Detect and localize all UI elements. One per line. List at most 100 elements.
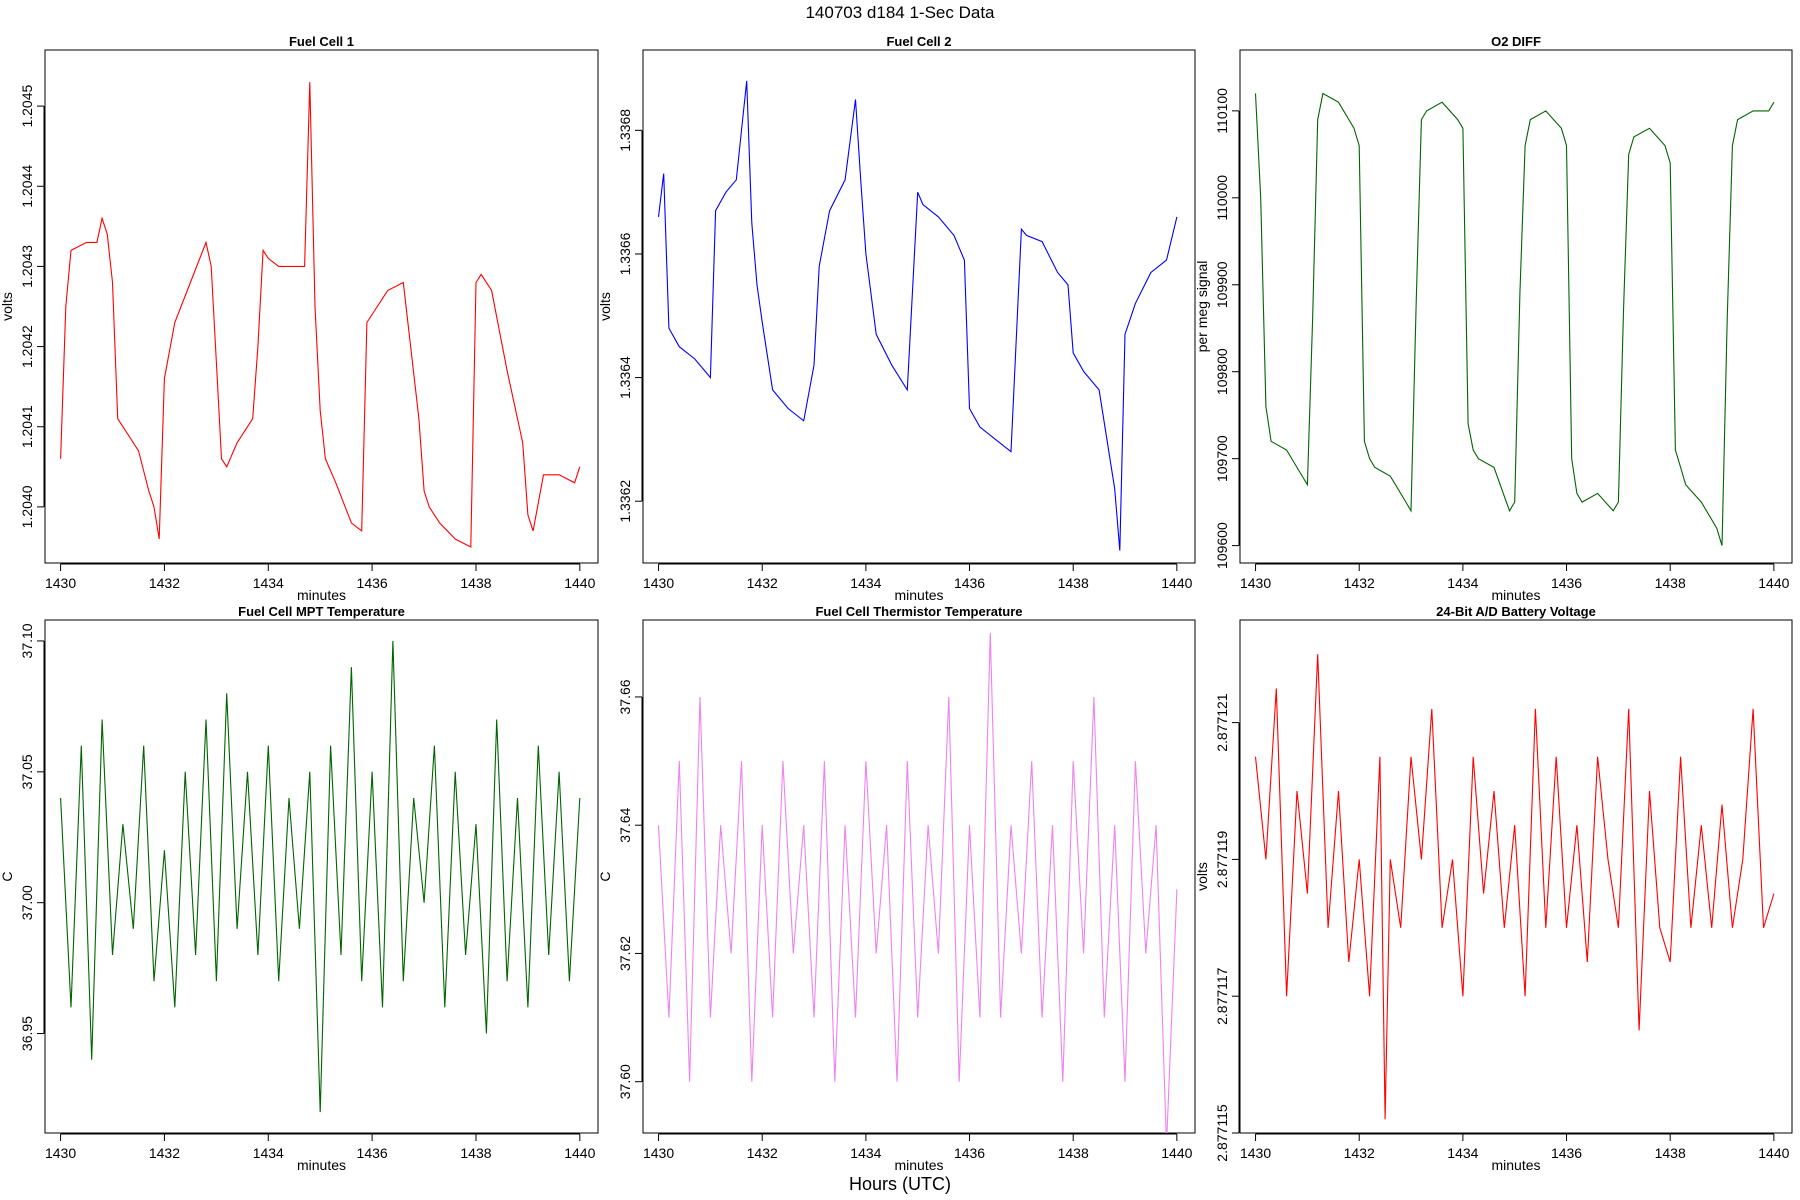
- x-tick-label: 1430: [1240, 1145, 1271, 1161]
- x-tick-label: 1440: [564, 1145, 595, 1161]
- x-tick-label: 1430: [45, 575, 76, 591]
- chart-panel: Fuel Cell Thermistor Temperature 1430 1432…: [597, 604, 1196, 1173]
- chart-title: Fuel Cell MPT Temperature: [238, 604, 405, 619]
- y-axis-label: C: [0, 871, 15, 881]
- y-tick-label: 37.66: [617, 679, 633, 714]
- x-axis-label: minutes: [1491, 1157, 1540, 1173]
- x-tick-label: 1436: [357, 1145, 388, 1161]
- x-tick-label: 1434: [850, 575, 881, 591]
- plot-frame: [44, 49, 599, 564]
- y-tick-label: 1.2044: [19, 165, 35, 208]
- x-tick-label: 1440: [1161, 1145, 1192, 1161]
- series-line: [1254, 92, 1775, 546]
- x-tick-label: 1432: [1344, 575, 1375, 591]
- y-axis-label: C: [597, 871, 613, 881]
- y-tick-label: 109900: [1214, 261, 1230, 308]
- x-tick-label: 1430: [643, 575, 674, 591]
- x-tick-label: 1438: [460, 575, 491, 591]
- x-tick-label: 1438: [1655, 575, 1686, 591]
- series-line: [657, 632, 1178, 1133]
- chart-panel: 24-Bit A/D Battery Voltage 1430 1432 1434 14…: [1194, 604, 1793, 1173]
- y-tick-label: 37.64: [617, 807, 633, 842]
- x-tick-label: 1436: [1551, 1145, 1582, 1161]
- y-tick-label: 36.95: [19, 1016, 35, 1051]
- x-tick-label: 1432: [149, 575, 180, 591]
- plot-frame: [642, 619, 1196, 1134]
- plot-frame: [1239, 619, 1793, 1134]
- series-line: [60, 640, 581, 1113]
- y-tick-label: 110100: [1214, 88, 1230, 134]
- footer-label: Hours (UTC): [849, 1174, 951, 1194]
- series-line: [60, 82, 581, 548]
- page-title: 140703 d184 1-Sec Data: [805, 3, 995, 22]
- x-tick-label: 1440: [564, 575, 595, 591]
- chart-panels: Fuel Cell 1 1430 1432 1434 1436 1438 1440 minut…: [0, 34, 1793, 1173]
- y-tick-label: 110000: [1214, 175, 1230, 221]
- x-tick-label: 1432: [1344, 1145, 1375, 1161]
- chart-title: Fuel Cell 2: [886, 34, 951, 49]
- x-axis-label: minutes: [1491, 587, 1540, 603]
- y-tick-label: 1.3368: [617, 109, 633, 152]
- y-tick-label: 37.62: [617, 936, 633, 971]
- x-tick-label: 1436: [357, 575, 388, 591]
- y-tick-label: 1.3364: [617, 356, 633, 399]
- y-tick-label: 1.2041: [19, 405, 35, 448]
- y-tick-label: 37.05: [19, 754, 35, 789]
- x-tick-label: 1430: [1240, 575, 1271, 591]
- y-tick-label: 2.877115: [1214, 1104, 1230, 1162]
- x-tick-label: 1434: [1447, 1145, 1478, 1161]
- y-tick-label: 2.877121: [1214, 693, 1230, 752]
- chart-panel: Fuel Cell MPT Temperature 1430 1432 1434 143…: [0, 604, 599, 1173]
- chart-title: Fuel Cell Thermistor Temperature: [815, 604, 1022, 619]
- y-tick-label: 1.2043: [19, 245, 35, 288]
- y-tick-label: 1.3366: [617, 232, 633, 275]
- x-tick-label: 1434: [253, 1145, 284, 1161]
- x-tick-label: 1434: [253, 575, 284, 591]
- x-tick-label: 1432: [747, 575, 778, 591]
- x-tick-label: 1436: [1551, 575, 1582, 591]
- x-tick-label: 1440: [1161, 575, 1192, 591]
- plot-frame: [1239, 49, 1793, 564]
- x-axis-label: minutes: [894, 1157, 943, 1173]
- y-tick-label: 2.877117: [1214, 967, 1230, 1025]
- x-axis-label: minutes: [297, 587, 346, 603]
- x-tick-label: 1432: [747, 1145, 778, 1161]
- x-tick-label: 1434: [850, 1145, 881, 1161]
- series-line: [1254, 654, 1775, 1120]
- plot-frame: [642, 49, 1196, 564]
- y-axis-label: volts: [1194, 862, 1210, 891]
- y-axis-label: volts: [597, 292, 613, 321]
- x-axis-label: minutes: [297, 1157, 346, 1173]
- y-tick-label: 2.877119: [1214, 831, 1230, 889]
- y-tick-label: 37.10: [19, 623, 35, 658]
- chart-panel: Fuel Cell 2 1430 1432 1434 1436 1438 1440 minut…: [597, 34, 1196, 603]
- x-tick-label: 1438: [1058, 1145, 1089, 1161]
- x-tick-label: 1440: [1758, 1145, 1789, 1161]
- x-tick-label: 1432: [149, 1145, 180, 1161]
- x-tick-label: 1436: [954, 575, 985, 591]
- x-tick-label: 1438: [460, 1145, 491, 1161]
- y-axis-label: per meg signal: [1194, 261, 1210, 353]
- x-tick-label: 1430: [45, 1145, 76, 1161]
- y-tick-label: 1.3362: [617, 480, 633, 523]
- y-tick-label: 37.60: [617, 1064, 633, 1099]
- y-tick-label: 109800: [1214, 348, 1230, 395]
- y-tick-label: 1.2040: [19, 485, 35, 528]
- x-tick-label: 1434: [1447, 575, 1478, 591]
- x-tick-label: 1430: [643, 1145, 674, 1161]
- x-tick-label: 1436: [954, 1145, 985, 1161]
- chart-title: O2 DIFF: [1491, 34, 1541, 49]
- x-tick-label: 1440: [1758, 575, 1789, 591]
- y-tick-label: 109700: [1214, 435, 1230, 482]
- plot-frame: [44, 619, 599, 1134]
- chart-panel: O2 DIFF 1430 1432 1434 1436 1438 1440 minutes 10…: [1194, 34, 1793, 603]
- x-axis-label: minutes: [894, 587, 943, 603]
- y-tick-label: 109600: [1214, 522, 1230, 569]
- y-tick-label: 1.2045: [19, 84, 35, 127]
- chart-panel: Fuel Cell 1 1430 1432 1434 1436 1438 1440 minut…: [0, 34, 599, 603]
- y-tick-label: 1.2042: [19, 325, 35, 368]
- y-axis-label: volts: [0, 292, 15, 321]
- chart-title: 24-Bit A/D Battery Voltage: [1436, 604, 1596, 619]
